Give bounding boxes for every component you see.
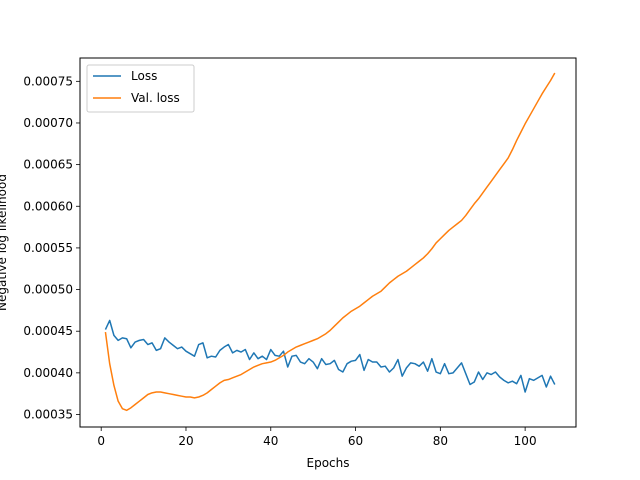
y-axis-label: Negative log likelihood bbox=[0, 174, 9, 311]
x-tick-label: 20 bbox=[178, 434, 193, 448]
y-tick-label: 0.00075 bbox=[23, 74, 73, 88]
x-tick-label: 60 bbox=[348, 434, 363, 448]
legend-label-loss: Loss bbox=[131, 69, 157, 83]
series-line-loss bbox=[104, 319, 556, 393]
y-axis: 0.00035 0.00040 0.00045 0.00050 0.00055 0.000… bbox=[23, 74, 80, 422]
x-tick-label: 80 bbox=[433, 434, 448, 448]
y-tick-label: 0.00055 bbox=[23, 241, 73, 255]
x-axis: 0 20 40 60 80 100 bbox=[97, 427, 537, 448]
x-axis-label: Epochs bbox=[307, 456, 350, 470]
y-tick-label: 0.00050 bbox=[23, 283, 73, 297]
y-tick-label: 0.00060 bbox=[23, 199, 73, 213]
plot-frame bbox=[79, 57, 577, 428]
y-tick-label: 0.00035 bbox=[23, 408, 73, 422]
y-tick-label: 0.00065 bbox=[23, 158, 73, 172]
x-tick-label: 100 bbox=[514, 434, 537, 448]
y-tick-label: 0.00070 bbox=[23, 116, 73, 130]
series-line-val-loss bbox=[104, 72, 556, 412]
legend-label-val-loss: Val. loss bbox=[131, 91, 180, 105]
y-tick-label: 0.00045 bbox=[23, 324, 73, 338]
x-tick-label: 40 bbox=[263, 434, 278, 448]
plot-area bbox=[104, 72, 556, 412]
y-tick-label: 0.00040 bbox=[23, 366, 73, 380]
x-tick-label: 0 bbox=[97, 434, 105, 448]
legend: Loss Val. loss bbox=[86, 64, 195, 113]
